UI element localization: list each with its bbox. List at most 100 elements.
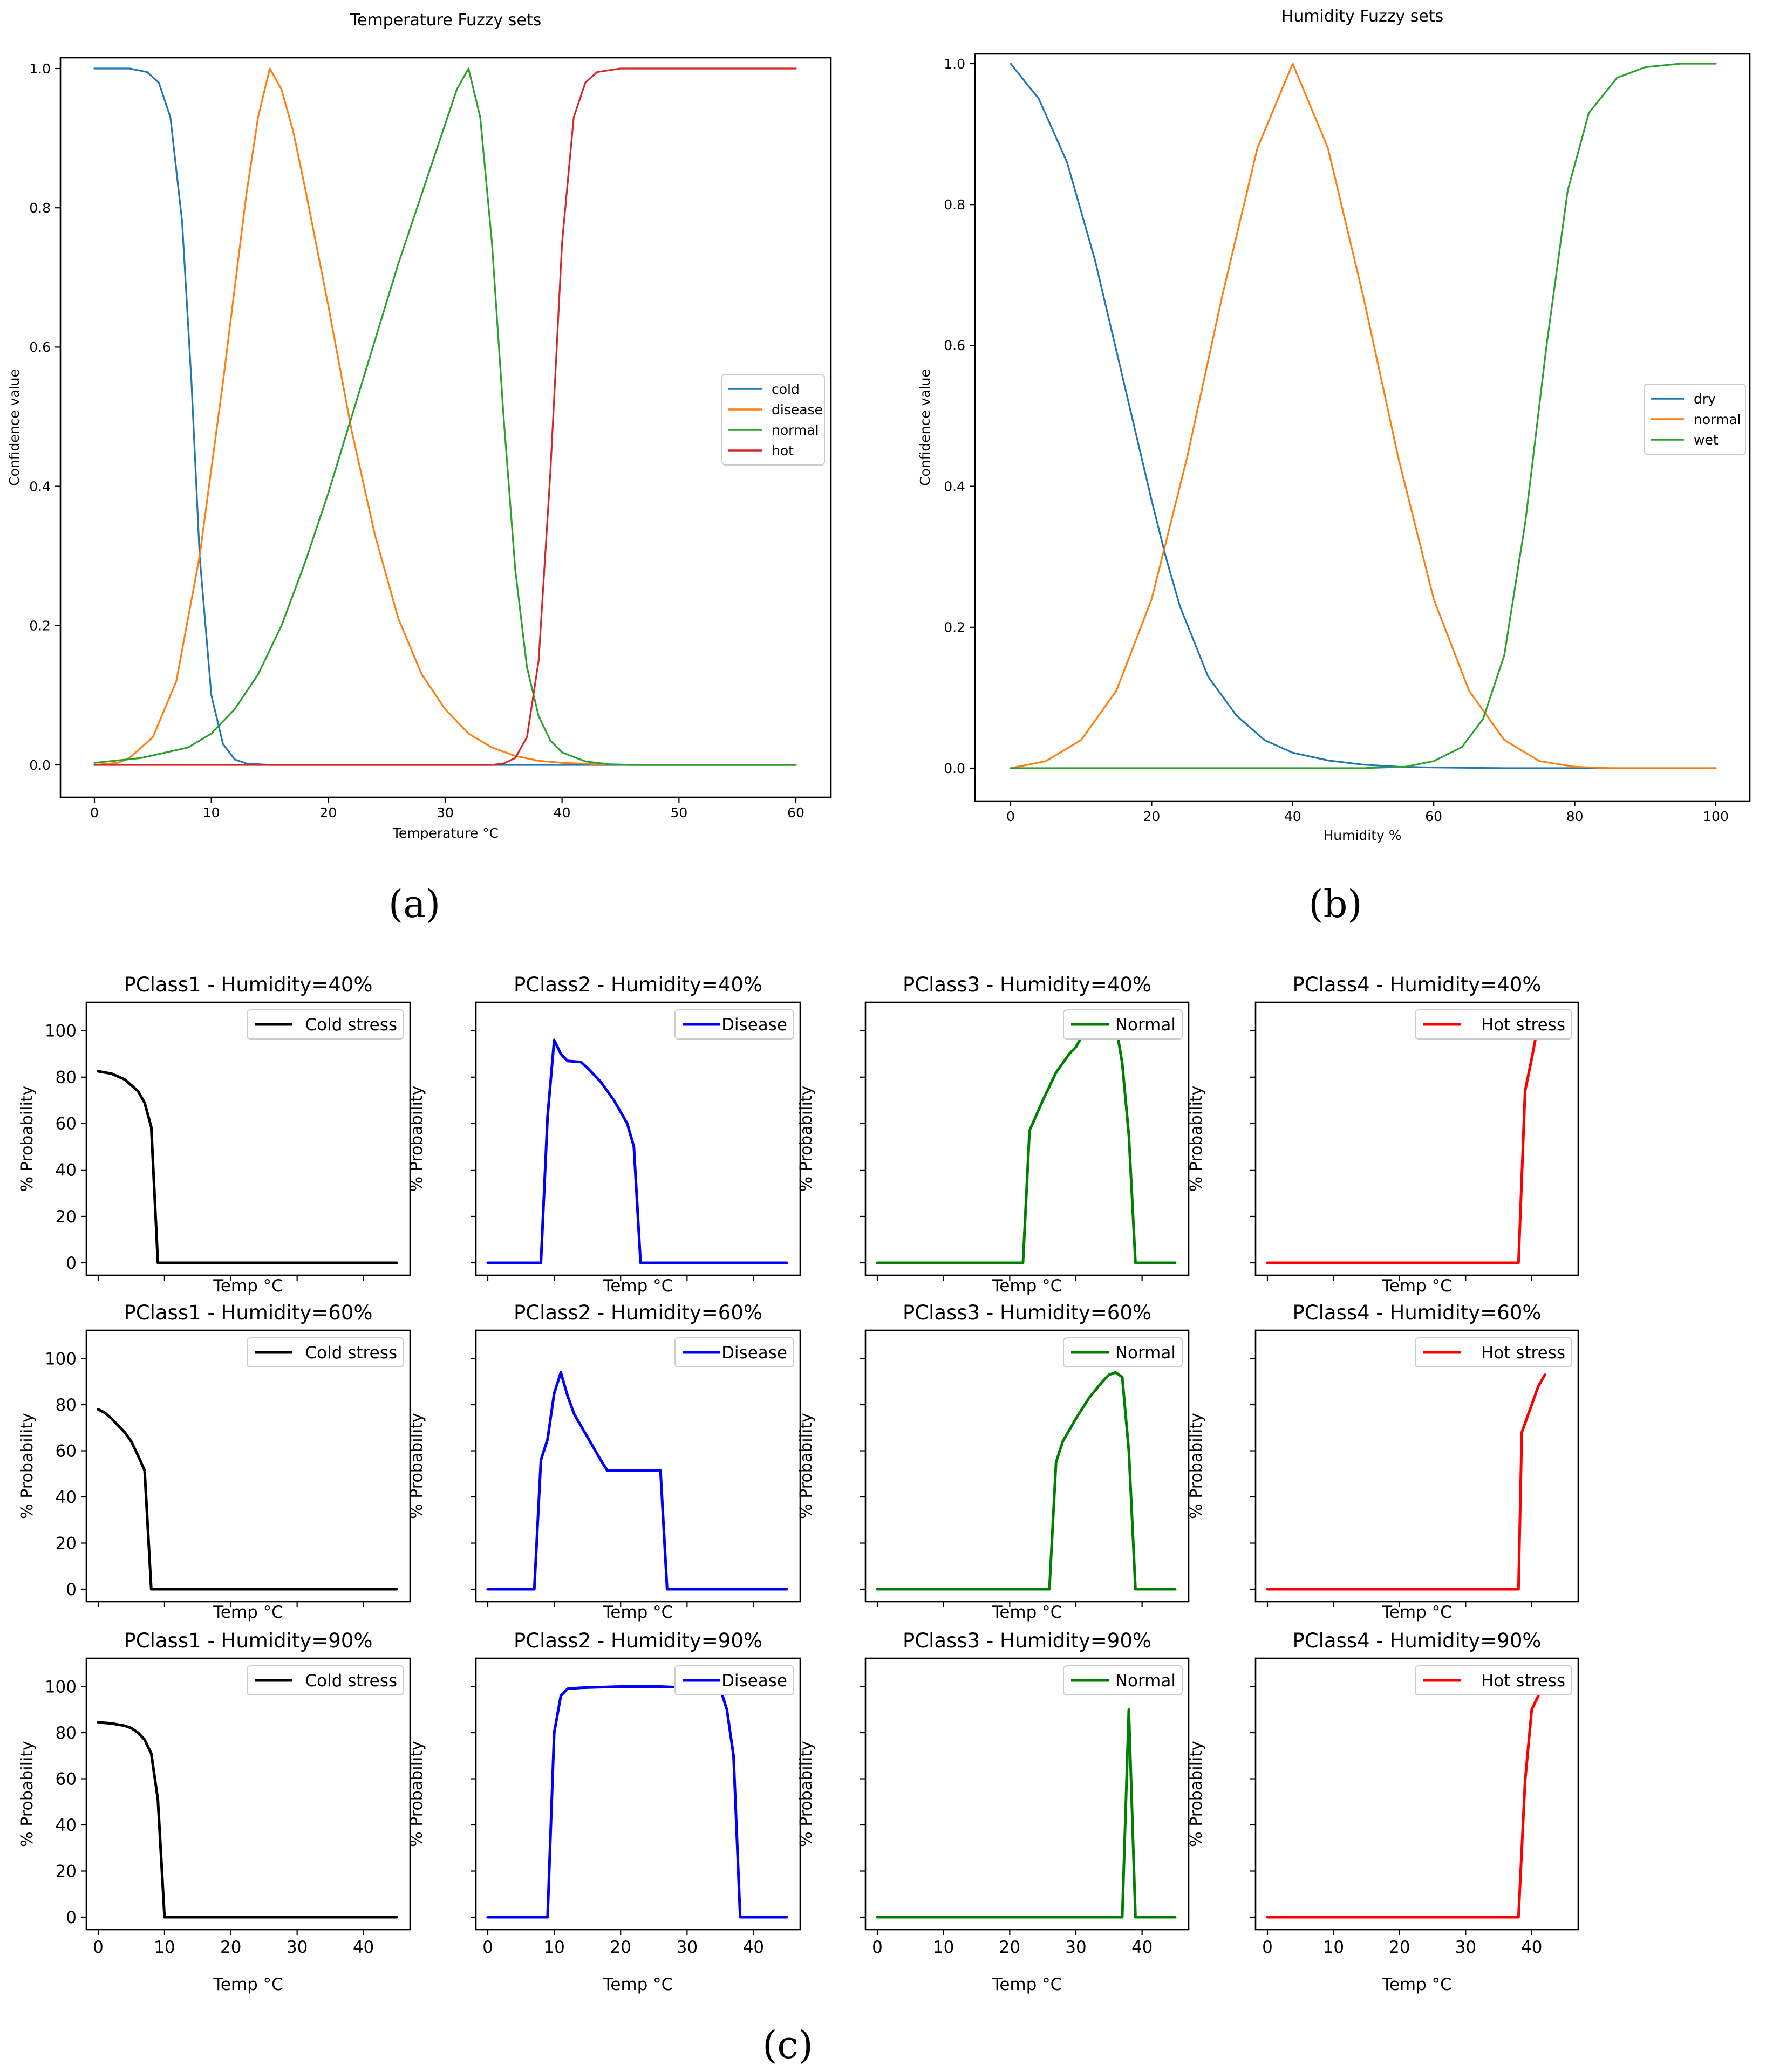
chart-title: PClass1 - Humidity=40% xyxy=(124,973,372,996)
chart-title: PClass2 - Humidity=60% xyxy=(514,1301,762,1324)
y-tick-label: 60 xyxy=(56,1441,77,1461)
plot-frame xyxy=(475,1657,801,1931)
x-axis-label: Temp °C xyxy=(1381,1276,1452,1296)
y-tick-label: 60 xyxy=(56,1114,77,1134)
y-axis-label: % Probability xyxy=(1187,1086,1206,1192)
y-tick-label: 0.6 xyxy=(944,338,965,353)
y-tick-label: 40 xyxy=(56,1161,77,1180)
y-tick-label: 0 xyxy=(66,1254,77,1273)
x-axis-label: Temp °C xyxy=(603,1975,673,1994)
series-group xyxy=(97,1070,398,1264)
legend-box xyxy=(721,374,825,466)
y-axis-label: Confidence value xyxy=(917,369,933,486)
x-tick-label: 20 xyxy=(319,805,337,820)
series-line-normal xyxy=(93,67,797,766)
series-group xyxy=(876,1708,1177,1919)
chart-c-1-3: PClass3 - Humidity=40% Temp °C % Probabili… xyxy=(797,973,1190,1296)
plot-frame xyxy=(864,1657,1190,1931)
y-tick-label: 20 xyxy=(56,1862,77,1881)
x-axis-label: Temp °C xyxy=(992,1603,1062,1622)
legend-label: Disease xyxy=(721,1015,787,1035)
x-tick-label: 0 xyxy=(90,805,99,820)
x-tick-label: 80 xyxy=(1566,809,1584,824)
series-line-wet xyxy=(1010,63,1717,769)
legend-box xyxy=(674,1665,794,1695)
series-group xyxy=(1010,63,1717,769)
x-tick-label: 60 xyxy=(1425,809,1442,824)
x-axis-label: Temp °C xyxy=(603,1603,673,1622)
x-tick-label: 10 xyxy=(1323,1938,1344,1957)
series-group xyxy=(876,1371,1177,1591)
x-tick-label: 30 xyxy=(1065,1938,1086,1957)
y-tick-label: 20 xyxy=(56,1207,77,1227)
series-line-cold-stress xyxy=(97,1070,398,1264)
chart-title: PClass4 - Humidity=90% xyxy=(1292,1629,1541,1652)
x-tick-label: 10 xyxy=(203,805,220,820)
x-axis-label: Temp °C xyxy=(213,1603,283,1622)
x-axis-label: Temp °C xyxy=(603,1276,673,1296)
legend-label: Normal xyxy=(1115,1343,1176,1363)
caption-c: (c) xyxy=(762,2023,813,2067)
chart-title: PClass4 - Humidity=60% xyxy=(1292,1301,1541,1324)
series-line-dry xyxy=(1010,63,1717,769)
chart-title: PClass2 - Humidity=90% xyxy=(514,1629,762,1652)
plot-frame xyxy=(1254,1329,1579,1603)
plot-frame xyxy=(475,1329,801,1603)
chart-c-3-1: 0 20 40 60 80 100 0 10 20 30 40 PClass1 - Humidity=… xyxy=(18,1629,411,1994)
y-axis-label: % Probability xyxy=(407,1741,426,1847)
legend-label: Cold stress xyxy=(305,1015,398,1035)
series-line-normal xyxy=(1010,63,1717,769)
series-line-disease xyxy=(486,1371,788,1591)
y-tick-label: 0.2 xyxy=(944,620,965,635)
legend-label: Normal xyxy=(1115,1015,1176,1035)
chart-c-3-3: 0 10 20 30 40 PClass3 - Humidity=90% Temp °C % … xyxy=(797,1629,1190,1994)
plot-frame xyxy=(85,1329,411,1603)
series-line-cold-stress xyxy=(97,1408,398,1591)
series-group xyxy=(93,67,797,766)
plot-frame xyxy=(864,1329,1190,1603)
y-axis-label: % Probability xyxy=(1187,1741,1206,1847)
x-tick-label: 0 xyxy=(482,1938,493,1957)
x-axis-label: Temp °C xyxy=(213,1276,283,1296)
x-tick-label: 0 xyxy=(1262,1938,1273,1957)
caption-b: (b) xyxy=(1308,882,1362,926)
x-tick-label: 20 xyxy=(1143,809,1160,824)
x-tick-label: 20 xyxy=(999,1938,1020,1957)
legend-box xyxy=(247,1009,404,1040)
series-group xyxy=(1266,1694,1540,1919)
y-tick-label: 0.4 xyxy=(944,478,965,494)
chart-title: PClass3 - Humidity=40% xyxy=(903,973,1151,996)
chart-title: Temperature Fuzzy sets xyxy=(350,11,541,30)
series-group xyxy=(486,1371,788,1591)
chart-c-2-1: 0 20 40 60 80 100 PClass1 - Humidity=60% Temp °… xyxy=(18,1301,411,1622)
plot-frame xyxy=(475,1001,801,1276)
legend-box xyxy=(1063,1337,1183,1367)
chart-c-2-4: PClass4 - Humidity=60% Temp °C % Probabili… xyxy=(1187,1301,1579,1622)
y-tick-label: 80 xyxy=(56,1068,77,1088)
x-tick-label: 60 xyxy=(787,805,804,820)
series-group xyxy=(97,1721,398,1919)
y-tick-label: 0.0 xyxy=(29,757,51,773)
legend-label: Hot stress xyxy=(1481,1671,1565,1691)
y-tick-label: 0.2 xyxy=(29,618,51,634)
series-line-disease xyxy=(486,1685,788,1919)
y-axis-label: % Probability xyxy=(18,1413,37,1519)
plot-frame xyxy=(1254,1657,1579,1931)
chart-title: PClass3 - Humidity=60% xyxy=(903,1301,1151,1324)
series-line-disease xyxy=(93,67,797,766)
x-axis-label: Humidity % xyxy=(1323,828,1401,843)
legend-box xyxy=(1063,1665,1183,1695)
legend-label: dry xyxy=(1694,391,1716,407)
x-tick-label: 10 xyxy=(154,1938,175,1957)
chart-title: Humidity Fuzzy sets xyxy=(1281,7,1443,26)
charts-layer: 0.0 0.2 0.4 0.6 0.8 1.0 0 10 20 30 40 50 60 Temperatu… xyxy=(6,7,1751,1994)
chart-title: PClass1 - Humidity=60% xyxy=(124,1301,372,1324)
y-tick-label: 0 xyxy=(66,1908,77,1927)
y-tick-label: 20 xyxy=(56,1534,77,1553)
plot-frame xyxy=(1254,1001,1579,1276)
x-axis-label: Temp °C xyxy=(213,1975,283,1994)
legend-box xyxy=(247,1665,404,1695)
series-group xyxy=(486,1038,788,1264)
y-axis-label: % Probability xyxy=(797,1086,816,1192)
